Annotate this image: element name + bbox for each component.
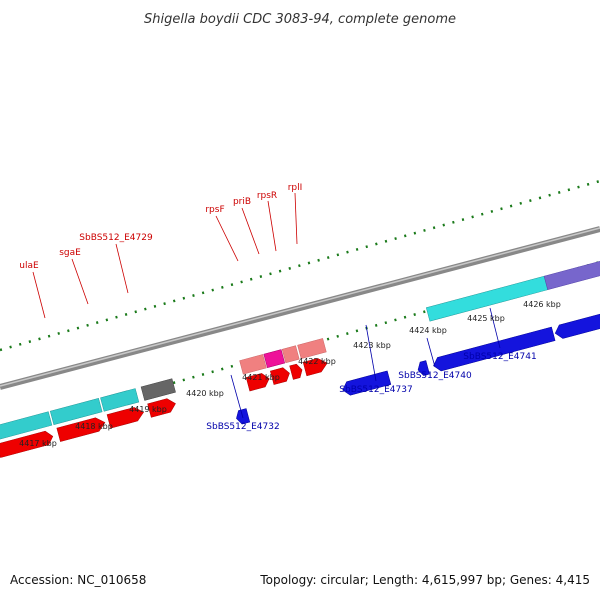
label-priB[interactable]: priB [233, 197, 260, 255]
tick-label: 4425 kbp [467, 314, 505, 323]
genome-summary-text: Topology: circular; Length: 4,615,997 bp… [260, 573, 590, 587]
gene-arrow-reverse[interactable] [432, 326, 556, 373]
label-text: SbBS512_E4729 [79, 233, 153, 243]
tick-label: 4418 kbp [75, 422, 113, 431]
tick-label: 4426 kbp [523, 300, 561, 309]
cog-track-segment [140, 378, 176, 401]
cog-track-segment [543, 252, 600, 291]
cog-track-segment [100, 388, 140, 412]
label-text: rpsR [257, 191, 277, 201]
outer-tick-ring [0, 179, 600, 352]
gene-arrow-forward[interactable] [56, 416, 107, 442]
gene-arrow-reverse[interactable] [235, 408, 251, 426]
label-text: SbBS512_E4741 [463, 352, 536, 362]
label-SbBS512_E4732[interactable]: SbBS512_E4732 [206, 374, 280, 432]
label-SbBS512_E4741[interactable]: SbBS512_E4741 [463, 307, 537, 362]
gene-arrow-forward[interactable] [289, 363, 304, 380]
label-text: priB [233, 197, 251, 207]
cog-track-segment [263, 349, 286, 369]
label-rplI[interactable]: rplI [288, 183, 303, 245]
label-text: rpsF [205, 205, 224, 215]
label-sgaE[interactable]: sgaE [59, 248, 89, 305]
gene-arrow-forward[interactable] [106, 405, 145, 429]
label-text: rplI [288, 183, 303, 193]
label-text: sgaE [59, 248, 81, 258]
cog-track-segment [281, 345, 300, 364]
accession-text: Accession: NC_010658 [10, 573, 147, 587]
gene-arrow-forward[interactable] [302, 356, 329, 377]
gene-arrow-reverse[interactable] [553, 299, 600, 340]
label-rpsF[interactable]: rpsF [205, 205, 239, 262]
cog-track-segment [0, 411, 53, 444]
gene-arrow-reverse[interactable] [341, 370, 392, 397]
cog-track-segment [239, 354, 267, 375]
feature-tracks [0, 252, 600, 458]
tick-label: 4417 kbp [19, 439, 57, 448]
label-SbBS512_E4737[interactable]: SbBS512_E4737 [339, 324, 413, 395]
map-title: Shigella boydii CDC 3083-94, complete ge… [144, 12, 456, 27]
tick-label: 4422 kbp [298, 357, 336, 366]
tick-label: 4420 kbp [186, 389, 224, 398]
label-SbBS512_E4740[interactable]: SbBS512_E4740 [398, 337, 472, 381]
gene-arrow-forward[interactable] [270, 366, 291, 385]
cog-track-segment [49, 397, 103, 426]
label-text: ulaE [19, 261, 39, 271]
gene-arrow-reverse[interactable] [416, 360, 430, 377]
label-text: SbBS512_E4737 [339, 385, 412, 395]
gene-arrow-forward[interactable] [0, 430, 55, 458]
gene-arrow-forward[interactable] [245, 372, 271, 392]
cog-track-segment [297, 338, 327, 359]
tick-label: 4423 kbp [353, 341, 391, 350]
label-text: SbBS512_E4740 [398, 371, 472, 381]
gene-arrow-forward[interactable] [147, 397, 178, 418]
label-rpsR[interactable]: rpsR [257, 191, 277, 252]
genome-backbone [0, 226, 600, 390]
bottom-gene-labels: SbBS512_E4732 SbBS512_E4737 SbBS512_E474… [206, 307, 537, 432]
tick-label: 4421 kbp [242, 373, 280, 382]
kbp-tick-labels: 4417 kbp 4418 kbp 4419 kbp 4420 kbp 4421… [19, 300, 561, 448]
label-SbBS512_E4729[interactable]: SbBS512_E4729 [79, 233, 153, 294]
label-text: SbBS512_E4732 [206, 422, 279, 432]
tick-label: 4419 kbp [129, 405, 167, 414]
top-gene-labels: ulaE sgaE SbBS512_E4729 rpsF priB rpsR r… [19, 183, 303, 319]
tick-label: 4424 kbp [409, 326, 447, 335]
label-ulaE[interactable]: ulaE [19, 261, 46, 319]
